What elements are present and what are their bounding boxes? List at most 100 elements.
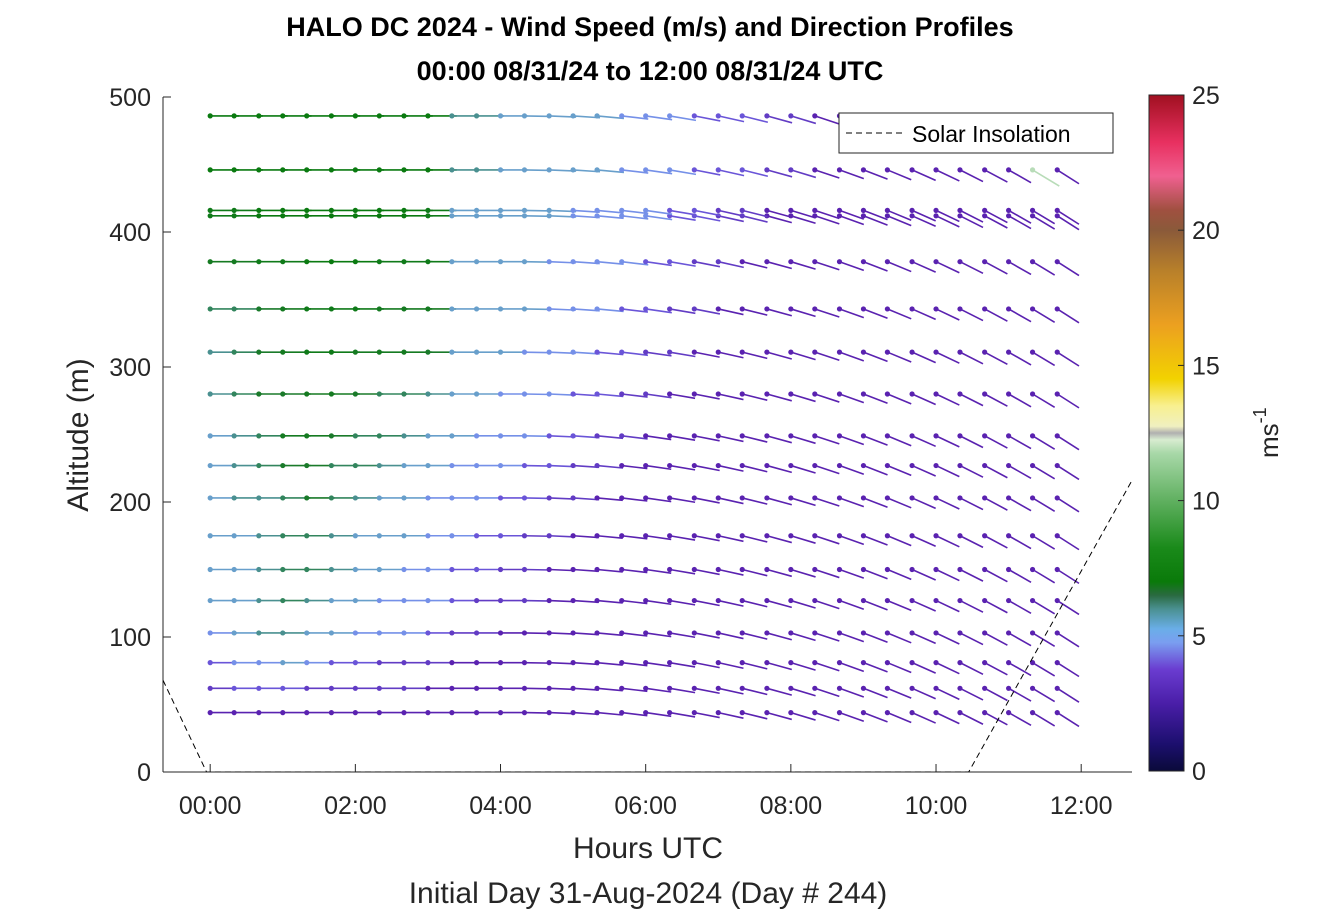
wind-barb	[694, 435, 720, 442]
wind-barb	[669, 599, 696, 606]
wind-barb-dot	[1029, 433, 1036, 439]
wind-barb	[645, 534, 672, 541]
wind-barb-dot	[207, 462, 213, 469]
wind-barb	[645, 632, 672, 638]
wind-barb	[1032, 393, 1056, 409]
wind-barb-dot	[909, 495, 915, 501]
wind-barb	[645, 260, 672, 267]
wind-barb	[790, 215, 816, 225]
wind-barb	[573, 497, 600, 501]
wind-barb-dot	[352, 630, 358, 636]
wind-barb	[766, 661, 792, 671]
wind-barb-dot	[594, 566, 600, 573]
wind-barb-dot	[909, 533, 915, 539]
wind-barb	[669, 393, 696, 400]
wind-barb-dot	[957, 167, 963, 173]
wind-barb	[839, 711, 865, 723]
wind-barb-dot	[570, 391, 576, 397]
wind-barb-dot	[788, 566, 794, 573]
wind-barb-dot	[619, 213, 625, 219]
wind-barb	[984, 464, 1008, 479]
wind-barb	[814, 115, 840, 125]
wind-barb-dot	[449, 630, 455, 636]
wind-barb-dot	[1006, 213, 1012, 219]
wind-barb-dot	[667, 349, 673, 355]
wind-barb-dot	[715, 113, 721, 119]
wind-barb	[984, 599, 1008, 614]
wind-barb-dot	[497, 167, 504, 173]
wind-barb-dot	[1054, 167, 1060, 173]
wind-barb-dot	[764, 113, 770, 119]
wind-barb-dot	[570, 597, 576, 604]
wind-barb-dot	[884, 306, 890, 312]
wind-barb-dot	[280, 533, 286, 539]
wind-barb-dot	[1029, 710, 1036, 716]
wind-barb-dot	[207, 630, 213, 636]
wind-barb-dot	[812, 660, 818, 666]
wind-barb-dot	[352, 259, 358, 265]
wind-barb-dot	[619, 306, 625, 312]
wind-barb	[935, 260, 960, 274]
wind-barb-dot	[376, 660, 382, 666]
wind-barb-dot	[231, 710, 237, 716]
wind-barb-dot	[812, 685, 818, 691]
wind-barb-dot	[328, 495, 334, 501]
wind-barb	[1032, 599, 1056, 615]
wind-barb-dot	[860, 213, 867, 219]
wind-barb-dot	[401, 167, 407, 173]
wind-barb	[863, 435, 888, 446]
wind-barb	[959, 435, 984, 449]
wind-barb-dot	[812, 113, 818, 119]
wind-barb	[669, 568, 696, 575]
wind-barb-dot	[401, 533, 407, 539]
wind-barb-dot	[957, 349, 963, 355]
colorbar-tick-label: 0	[1192, 758, 1206, 786]
wind-barb	[863, 169, 888, 180]
wind-barb-dot	[546, 167, 552, 173]
wind-barb	[1056, 351, 1080, 367]
wind-barb-dot	[715, 710, 721, 716]
wind-barb-dot	[643, 391, 649, 397]
wind-barb-dot	[982, 710, 988, 716]
wind-barb-dot	[764, 462, 770, 469]
wind-barb-dot	[521, 207, 528, 213]
wind-barb-dot	[1006, 566, 1012, 573]
wind-barb-dot	[231, 685, 237, 691]
wind-barb-dot	[231, 597, 237, 604]
wind-barb-dot	[304, 433, 310, 439]
wind-barb-dot	[449, 113, 455, 119]
wind-barb	[1056, 169, 1080, 185]
wind-barb-dot	[546, 433, 552, 439]
wind-barb-dot	[691, 433, 697, 439]
wind-barb	[573, 599, 599, 604]
wind-barb	[742, 711, 768, 720]
wind-barb-dot	[982, 495, 988, 501]
chart-title: HALO DC 2024 - Wind Speed (m/s) and Dire…	[286, 12, 1014, 42]
wind-barb-dot	[1054, 710, 1060, 716]
wind-barb-dot	[884, 533, 890, 539]
wind-barb	[1008, 632, 1032, 647]
wind-barb-dot	[521, 433, 528, 439]
wind-barb	[863, 308, 888, 319]
wind-barb-dot	[619, 349, 625, 355]
wind-barb	[839, 464, 865, 475]
wind-barb	[1056, 209, 1080, 225]
wind-barb	[645, 215, 673, 221]
wind-barb-dot	[739, 259, 745, 265]
wind-barb	[621, 599, 648, 605]
wind-barb	[718, 497, 744, 505]
wind-barb	[621, 215, 649, 220]
wind-barb-dot	[497, 685, 504, 691]
wind-barb-dot	[619, 710, 625, 716]
wind-barb-dot	[812, 462, 818, 469]
wind-barb-dot	[280, 495, 286, 501]
wind-barb-dot	[982, 167, 988, 173]
wind-barb-dot	[594, 462, 600, 469]
wind-barb	[984, 535, 1008, 549]
wind-barb	[790, 687, 816, 697]
wind-barb-dot	[449, 391, 455, 397]
wind-barb-dot	[304, 660, 310, 666]
wind-barb-dot	[376, 433, 382, 439]
wind-barb-dot	[812, 306, 818, 312]
wind-barb	[935, 497, 960, 510]
